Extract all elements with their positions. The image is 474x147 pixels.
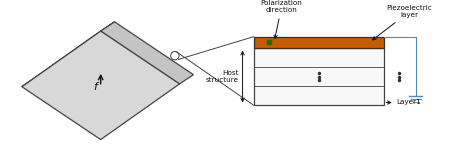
Text: Piezoelectric
layer: Piezoelectric layer — [373, 5, 432, 40]
Text: Layer1: Layer1 — [396, 100, 421, 106]
Text: Host
structure: Host structure — [206, 70, 239, 83]
Polygon shape — [100, 22, 193, 84]
Text: Polarization
direction: Polarization direction — [261, 0, 302, 38]
Polygon shape — [22, 31, 180, 140]
Bar — [254, 48, 383, 105]
Bar — [254, 37, 383, 48]
Polygon shape — [22, 22, 115, 87]
Text: f: f — [93, 82, 97, 92]
